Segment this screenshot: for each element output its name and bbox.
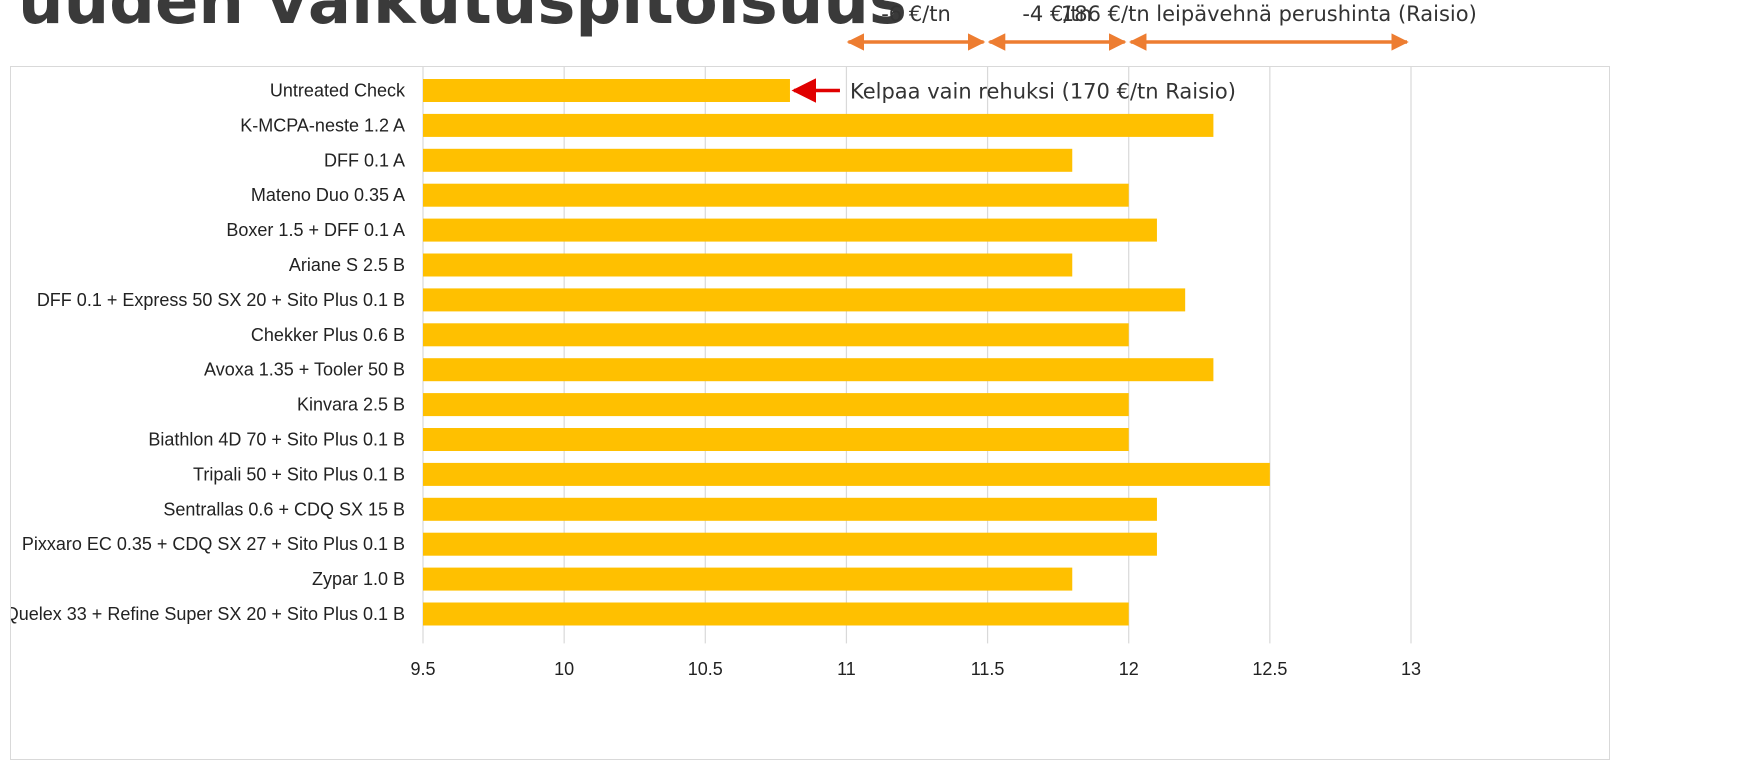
category-label-5: Ariane S 2.5 B	[289, 255, 405, 275]
price-annotation-labels: -6 €/tn -4 €/tn 186 €/tn leipävehnä perush…	[0, 0, 1754, 60]
bar-5	[423, 253, 1073, 277]
price-label-1: -4 €/tn	[1022, 2, 1092, 26]
category-label-11: Tripali 50 + Sito Plus 0.1 B	[193, 464, 405, 484]
price-label-2: 186 €/tn leipävehnä perushinta (Raisio)	[1060, 2, 1477, 26]
category-label-0: Untreated Check	[270, 81, 406, 101]
x-tick-label-0: 9.5	[410, 659, 435, 679]
x-tick-label-5: 12	[1119, 659, 1139, 679]
bar-2	[423, 148, 1073, 172]
category-label-7: Chekker Plus 0.6 B	[251, 325, 405, 345]
category-label-15: Quelex 33 + Refine Super SX 20 + Sito Pl…	[11, 604, 405, 624]
category-label-8: Avoxa 1.35 + Tooler 50 B	[204, 360, 405, 380]
bar-3	[423, 183, 1129, 207]
category-label-4: Boxer 1.5 + DFF 0.1 A	[226, 220, 405, 240]
category-label-10: Biathlon 4D 70 + Sito Plus 0.1 B	[148, 430, 405, 450]
price-arrows-overlay	[846, 33, 1409, 51]
category-label-13: Pixxaro EC 0.35 + CDQ SX 27 + Sito Plus …	[22, 534, 405, 554]
bar-13	[423, 532, 1157, 556]
category-label-12: Sentrallas 0.6 + CDQ SX 15 B	[163, 499, 405, 519]
bar-1	[423, 113, 1214, 137]
bar-8	[423, 358, 1214, 382]
callout-label-0: Kelpaa vain rehuksi (170 €/tn Raisio)	[850, 80, 1236, 104]
page-title: uuden vaikutuspitoisuus	[18, 0, 907, 39]
x-tick-label-3: 11	[837, 659, 856, 679]
category-label-1: K-MCPA-neste 1.2 A	[240, 115, 405, 135]
bar-14	[423, 567, 1073, 591]
x-tick-label-6: 12.5	[1252, 659, 1287, 679]
bar-4	[423, 218, 1157, 242]
bar-0	[423, 79, 790, 102]
category-label-2: DFF 0.1 A	[324, 150, 405, 170]
chart-frame: 9.5 10 10.5 11 11.5 12 12.5 13 Untreated Check K-…	[10, 66, 1610, 760]
x-tick-label-4: 11.5	[971, 659, 1005, 679]
x-tick-label-7: 13	[1401, 659, 1421, 679]
bar-15	[423, 602, 1129, 626]
bar-6	[423, 288, 1186, 312]
x-tick-label-2: 10.5	[688, 659, 723, 679]
bar-12	[423, 497, 1157, 521]
bar-9	[423, 393, 1129, 417]
bar-chart: 9.5 10 10.5 11 11.5 12 12.5 13 Untreated Check K-…	[11, 67, 1421, 679]
bar-11	[423, 462, 1270, 486]
bar-7	[423, 323, 1129, 347]
category-label-3: Mateno Duo 0.35 A	[251, 185, 405, 205]
bar-10	[423, 428, 1129, 451]
x-tick-label-1: 10	[554, 659, 574, 679]
category-label-14: Zypar 1.0 B	[312, 569, 405, 589]
category-label-6: DFF 0.1 + Express 50 SX 20 + Sito Plus 0…	[37, 290, 405, 310]
category-label-9: Kinvara 2.5 B	[297, 395, 405, 415]
price-label-0: -6 €/tn	[881, 2, 951, 26]
